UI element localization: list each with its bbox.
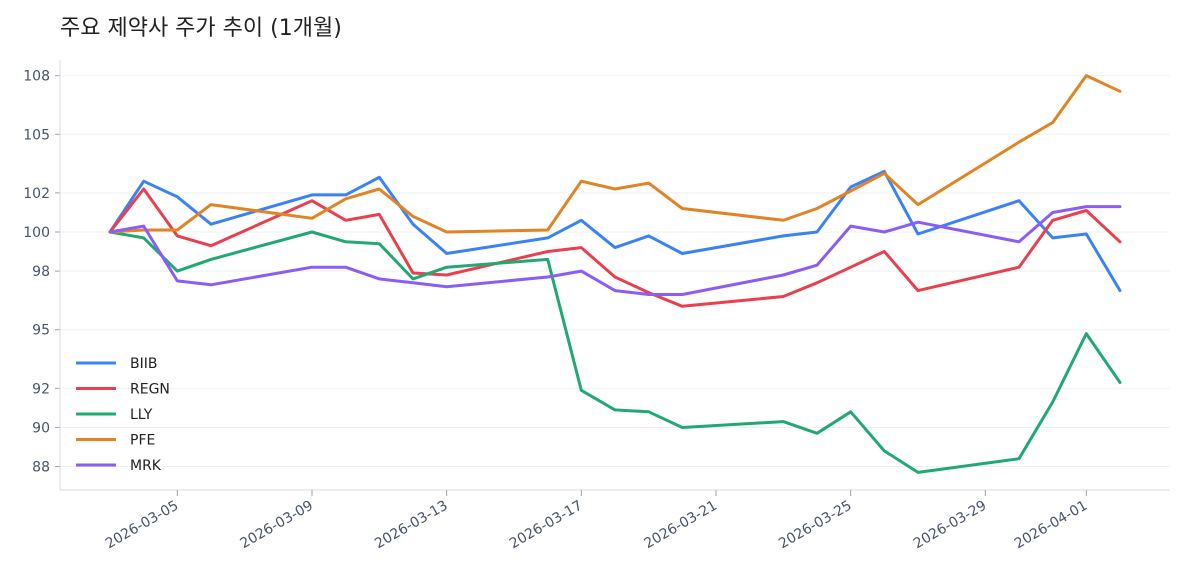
series-line-mrk <box>108 205 1122 296</box>
y-tick-label: 108 <box>23 69 50 85</box>
grid-layer <box>60 75 1170 468</box>
x-tick-label: 2026-03-25 <box>776 498 854 553</box>
y-tick-label: 102 <box>23 186 50 202</box>
y-tick-label: 88 <box>32 460 50 476</box>
x-tick-label: 2026-03-09 <box>238 498 316 553</box>
series-layer <box>108 74 1122 474</box>
legend-label-pfe: PFE <box>130 433 155 449</box>
y-tick-label: 105 <box>23 127 50 143</box>
y-tick-label: 100 <box>23 225 50 241</box>
series-line-biib <box>108 169 1122 293</box>
x-tick-label: 2026-03-05 <box>103 498 181 553</box>
x-tick-label: 2026-03-29 <box>911 498 989 553</box>
legend-label-biib: BIIB <box>130 356 157 372</box>
chart-title: 주요 제약사 주가 추이 (1개월) <box>60 16 342 41</box>
y-tick-label: 98 <box>32 264 50 280</box>
x-tick-label: 2026-04-01 <box>1012 498 1090 553</box>
legend-label-mrk: MRK <box>130 458 162 474</box>
series-line-pfe <box>108 74 1122 234</box>
x-tick-label: 2026-03-21 <box>642 498 720 553</box>
series-line-lly <box>108 230 1122 474</box>
y-tick-label: 90 <box>32 420 50 436</box>
legend-label-regn: REGN <box>130 382 170 398</box>
legend: BIIB REGN LLY PFE MRK <box>76 356 170 474</box>
series-line-regn <box>108 187 1122 308</box>
y-tick-label: 95 <box>32 323 50 339</box>
x-tick-label: 2026-03-13 <box>372 498 450 553</box>
y-tick-label: 92 <box>32 381 50 397</box>
legend-label-lly: LLY <box>130 407 153 423</box>
x-tick-label: 2026-03-17 <box>507 498 585 553</box>
